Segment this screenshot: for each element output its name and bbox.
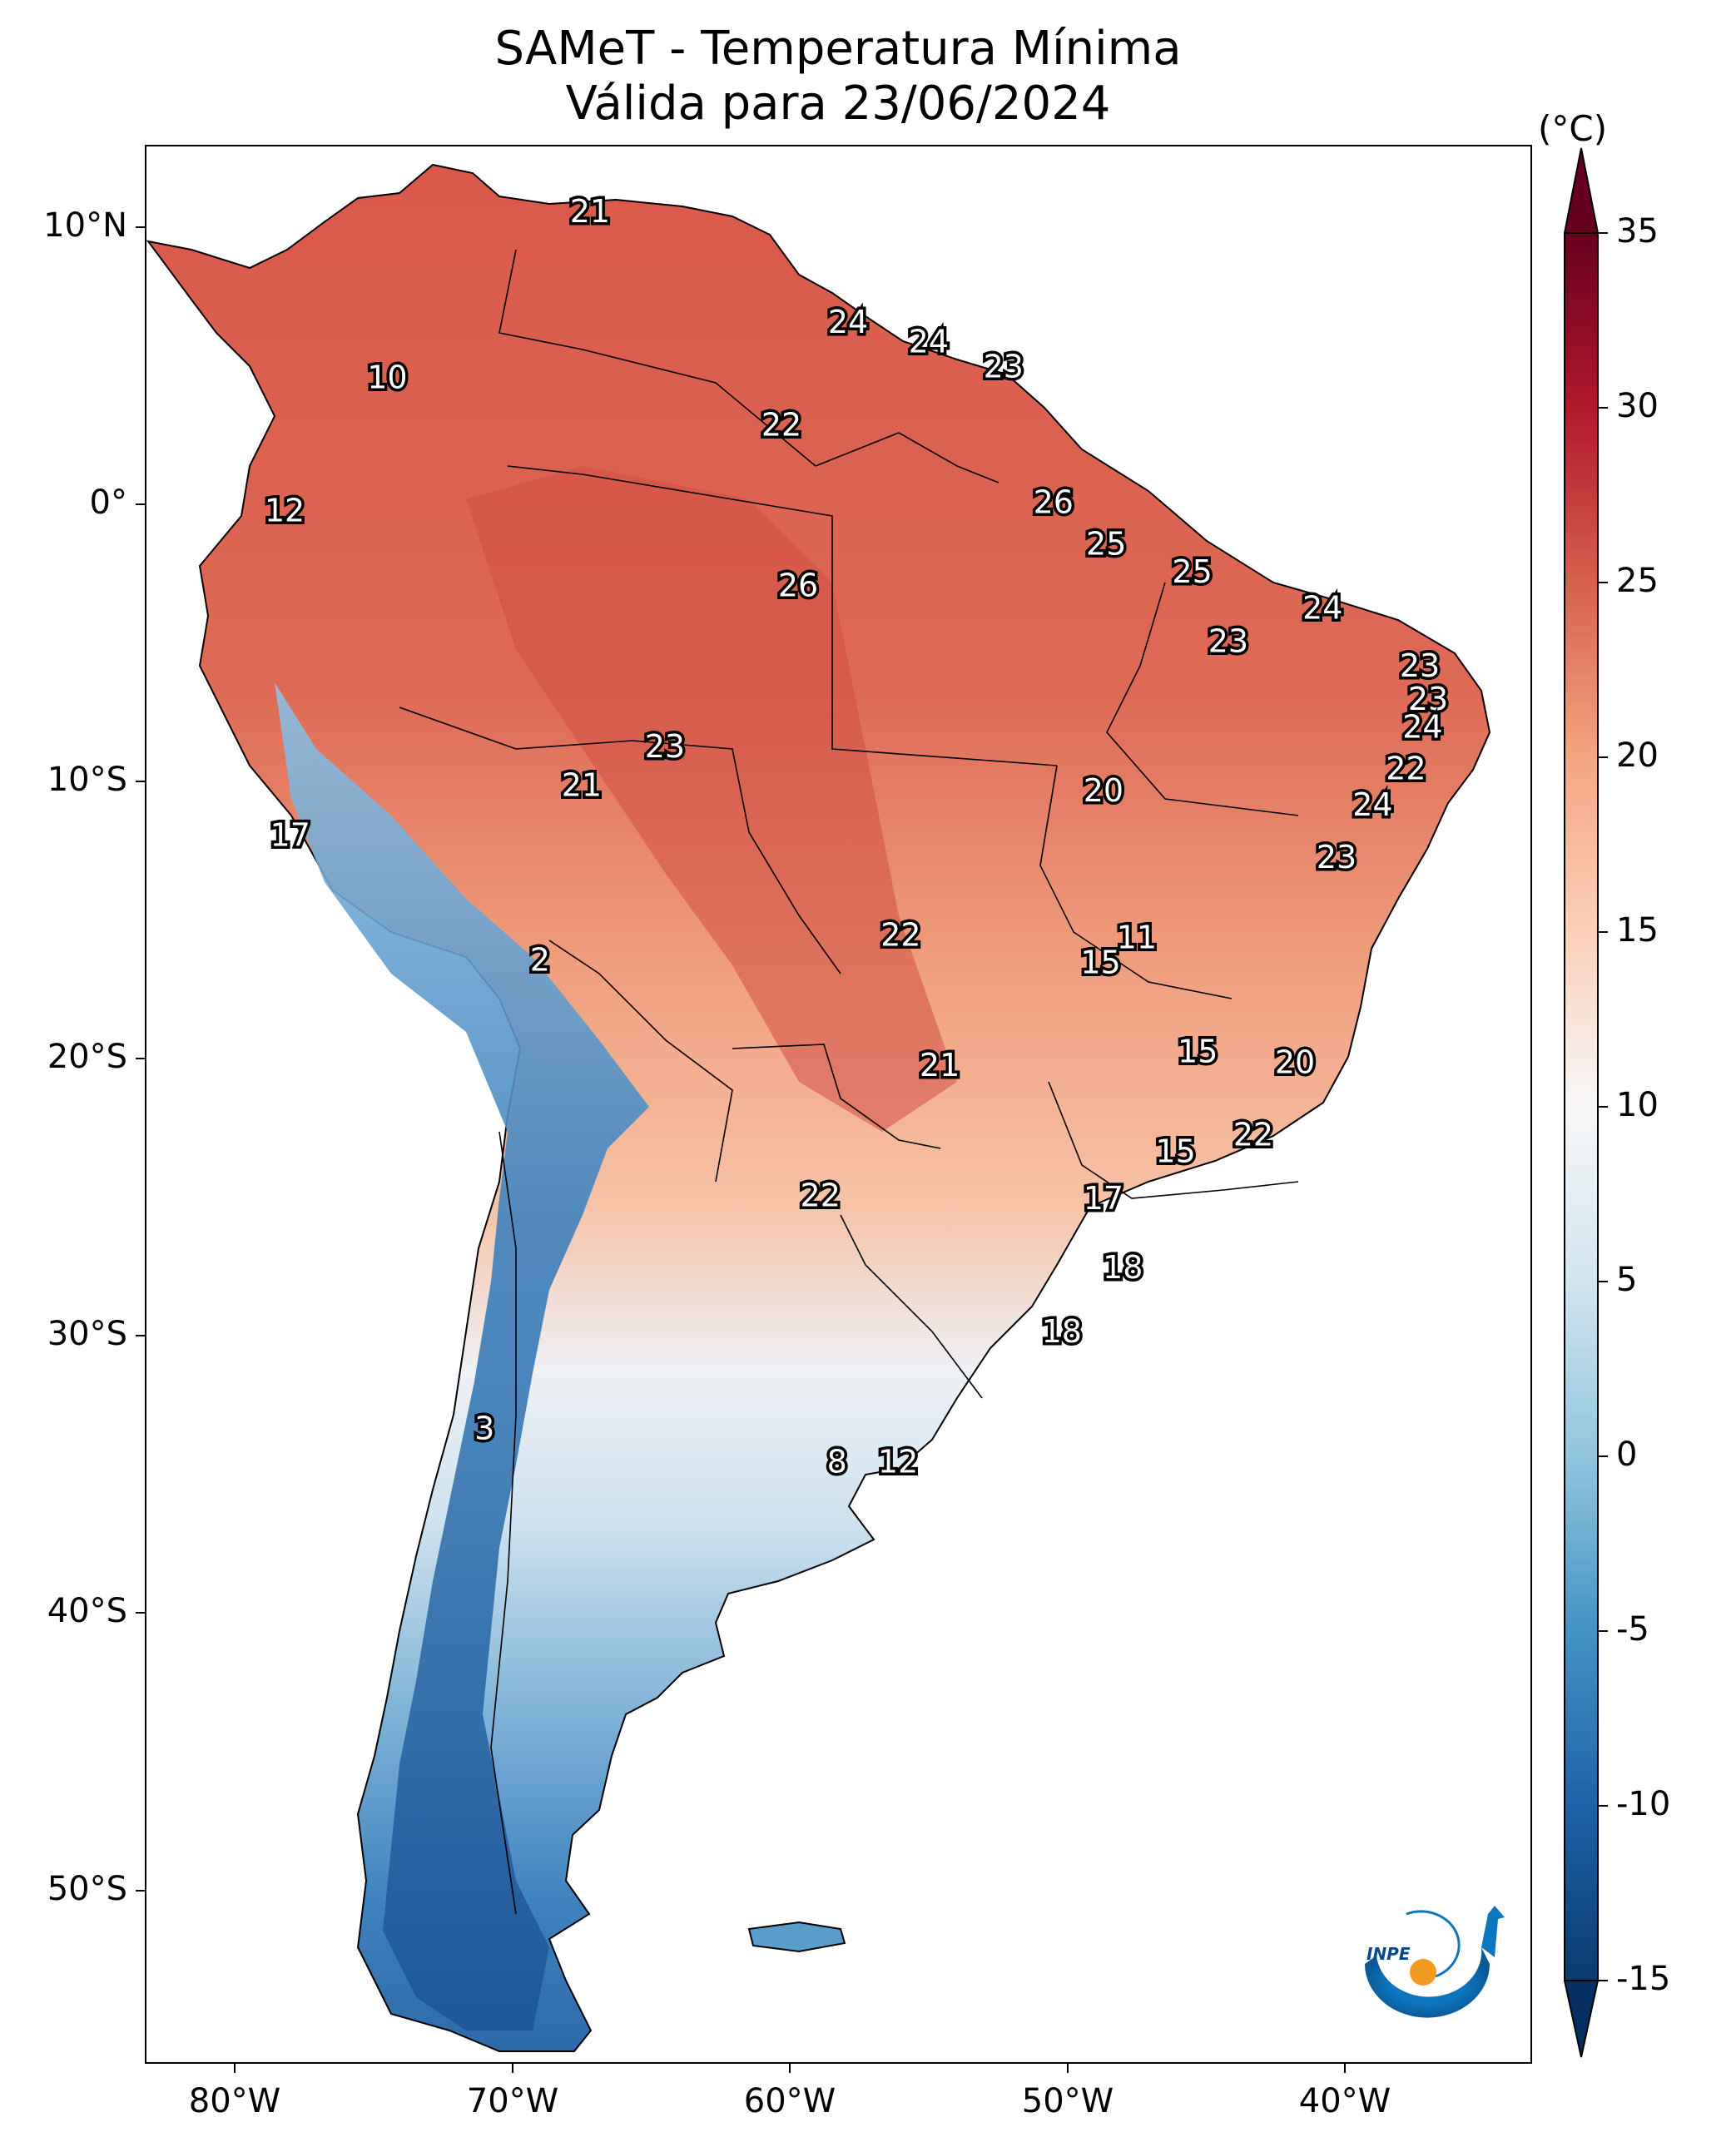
logo-orbit [1406,1910,1461,1978]
temperature-value-label: 23 [1317,839,1357,875]
colorbar-tick-label: 25 [1616,562,1659,600]
chart-title: SAMeT - Temperatura Mínima Válida para 2… [143,22,1533,131]
lat-tick-label: 0° [90,483,127,522]
temperature-value-label: 26 [1034,484,1074,521]
temperature-value-label: 10 [367,359,407,396]
lat-tick-label: 50°S [47,1870,127,1908]
lon-tick-label: 50°W [1022,2082,1114,2120]
temperature-value-label: 2 [530,941,550,978]
lat-tick-label: 30°S [47,1315,127,1353]
axis-ticks [136,226,1346,2073]
colorbar-top-extension [1563,147,1600,234]
temperature-value-label: 24 [828,304,868,340]
lat-tick-label: 10°S [47,761,127,799]
title-line-1: SAMeT - Temperatura Mínima [494,22,1182,76]
temperature-value-label: 24 [1352,786,1392,823]
colorbar-tick-label: -15 [1616,1960,1670,1998]
temperature-value-label: 20 [1275,1044,1315,1081]
temperature-value-label: 21 [562,767,602,804]
temperature-value-label: 18 [1103,1249,1143,1286]
temperature-value-label: 23 [645,728,685,765]
lon-tick-label: 80°W [189,2082,280,2120]
lat-tick-label: 10°N [43,206,127,245]
colorbar-tick-label: -5 [1616,1610,1649,1649]
colorbar-tick-label: 10 [1616,1086,1659,1124]
logo-wordmark: INPE [1366,1944,1411,1964]
temperature-value-label: 23 [984,348,1024,384]
temperature-value-label: 3 [474,1410,494,1446]
colorbar-tick-label: 20 [1616,736,1659,775]
temperature-value-label: 21 [920,1047,960,1083]
title-line-2: Válida para 23/06/2024 [565,77,1111,131]
temperature-value-label: 12 [878,1443,918,1480]
temperature-value-label: 26 [778,568,818,604]
lat-tick-label: 20°S [47,1038,127,1076]
colorbar-tick-label: 35 [1616,212,1659,250]
logo-arrow-icon [1481,1906,1505,1957]
colorbar-tick-label: 30 [1616,387,1659,425]
lon-tick-label: 70°W [467,2082,558,2120]
temperature-value-label: 23 [1400,647,1440,684]
colorbar [1563,147,1600,2058]
temperature-value-label: 17 [270,817,310,854]
logo-swoosh [1365,1947,1490,2018]
logo-sun-icon [1410,1959,1436,1986]
andes-cold-region [275,682,649,2031]
temperature-value-label: 25 [1172,553,1212,590]
colorbar-unit-label: (°C) [1538,108,1608,149]
inpe-logo: INPE [1365,1906,1505,2018]
colorbar-tick-label: 15 [1616,911,1659,950]
temperature-value-label: 11 [1117,920,1157,956]
temperature-value-label: 20 [1084,772,1123,809]
temperature-value-label: 25 [1086,526,1126,563]
falkland-islands [747,1921,846,1953]
temperature-value-label: 22 [880,916,920,953]
temperature-value-label: 22 [1386,751,1426,787]
temperature-value-label: 8 [827,1443,847,1480]
temperature-value-label: 15 [1080,945,1120,981]
temperature-value-label: 22 [801,1178,841,1214]
colorbar-body [1564,232,1599,1981]
lon-tick-label: 40°W [1299,2082,1391,2120]
temperature-value-label: 23 [1408,681,1448,717]
country-borders [399,249,1299,1915]
temperature-value-label: 24 [1302,589,1342,626]
lon-tick-label: 60°W [744,2082,836,2120]
temperature-value-label: 23 [1208,622,1248,659]
colorbar-bottom-extension [1563,1980,1600,2058]
colorbar-tick-label: 0 [1616,1435,1637,1474]
temperature-value-label: 21 [570,193,610,230]
temperature-value-label: 22 [761,406,801,443]
temperature-value-label: 12 [265,493,305,529]
temperature-value-labels: 2110122424232226252526242323232422242323… [261,190,1451,1483]
lat-tick-label: 40°S [47,1592,127,1630]
temperature-value-label: 18 [1042,1313,1082,1350]
longitude-tick-labels: 80°W 70°W 60°W 50°W 40°W [189,2082,1391,2120]
colorbar-tick-label: -10 [1616,1785,1670,1823]
temperature-value-label: 17 [1084,1180,1123,1217]
latitude-tick-labels: 10°N 0° 10°S 20°S 30°S 40°S 50°S [43,206,127,1908]
temperature-value-label: 24 [909,323,949,359]
temperature-value-label: 22 [1233,1116,1273,1153]
temperature-value-label: 24 [1402,709,1442,746]
colorbar-tick-label: 5 [1616,1261,1637,1299]
colorbar-ticks: 35 30 25 20 15 10 5 0 -5 -10 -15 [1598,212,1670,1998]
temperature-value-label: 15 [1155,1133,1195,1169]
temperature-value-label: 15 [1178,1033,1218,1069]
